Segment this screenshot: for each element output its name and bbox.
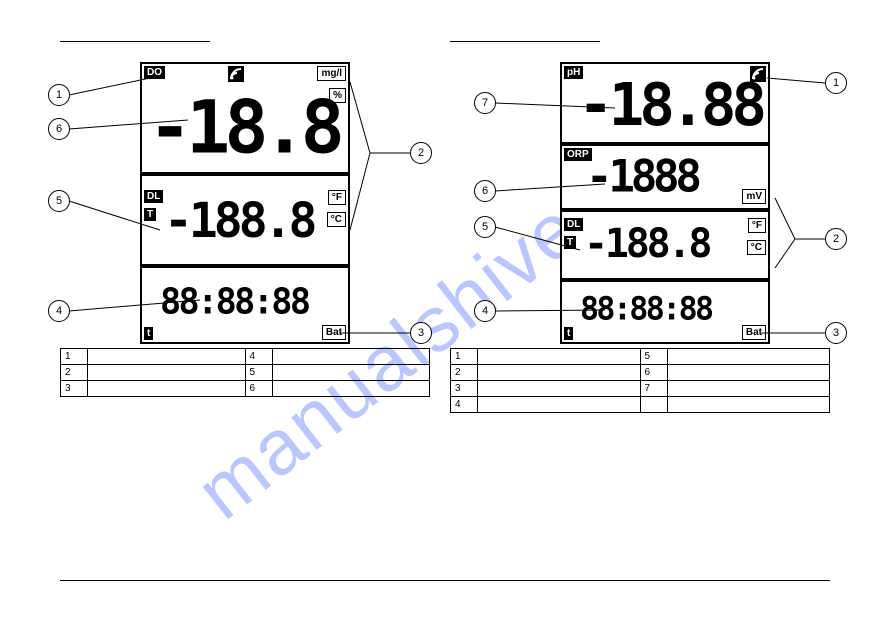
left-label-5: 5 <box>48 190 70 212</box>
tag-do: DO <box>144 66 165 79</box>
tag-dl: DL <box>564 218 583 231</box>
left-lcd-row2: DL T °F °C -188.8 <box>140 174 350 266</box>
tag-t: T <box>564 236 576 249</box>
cell <box>667 397 830 413</box>
left-label-2: 2 <box>410 142 432 164</box>
seven-seg-right-row2: -1888 <box>586 146 756 206</box>
right-label-4: 4 <box>474 300 496 322</box>
cell: 2 <box>451 365 478 381</box>
svg-text:-188.8: -188.8 <box>164 193 314 249</box>
footer-rule <box>60 580 830 581</box>
wifi-icon <box>228 66 244 82</box>
svg-text:-18.8.8: -18.8.8 <box>148 86 346 168</box>
table-row: 3 7 <box>451 381 830 397</box>
cell <box>640 397 667 413</box>
cell <box>478 365 641 381</box>
seven-seg-right-row1: -18.88 <box>578 70 768 140</box>
tag-t2: t <box>144 327 153 340</box>
left-lcd-row3: t Bat 88:88:88 <box>140 266 350 344</box>
table-row: 2 6 <box>451 365 830 381</box>
svg-text:-18.88: -18.88 <box>578 70 764 139</box>
right-label-7: 7 <box>474 92 496 114</box>
left-label-6: 6 <box>48 118 70 140</box>
cell: 5 <box>245 365 272 381</box>
unit-f: °F <box>748 218 766 233</box>
right-label-6: 6 <box>474 180 496 202</box>
cell <box>88 349 246 365</box>
svg-text:88:88:88: 88:88:88 <box>160 281 309 322</box>
right-label-1: 1 <box>825 72 847 94</box>
seven-seg-right-row3: -188.8 <box>584 214 744 274</box>
tag-t: T <box>144 208 156 221</box>
table-row: 4 <box>451 397 830 413</box>
right-lcd-row1: pH -18.88 <box>560 62 770 144</box>
left-lcd-row1: DO mg/l % -18.8.8 <box>140 62 350 174</box>
tag-t2: t <box>564 327 573 340</box>
unit-mgl: mg/l <box>317 66 346 81</box>
left-table: 1 4 2 5 3 6 <box>60 348 430 397</box>
cell <box>88 381 246 397</box>
cell: 7 <box>640 381 667 397</box>
cell: 5 <box>640 349 667 365</box>
cell <box>667 365 830 381</box>
table-row: 1 5 <box>451 349 830 365</box>
unit-c: °C <box>747 240 766 255</box>
seven-seg-left-row2: -188.8 <box>164 182 324 258</box>
svg-text:-188.8: -188.8 <box>584 221 710 267</box>
cell: 3 <box>451 381 478 397</box>
right-lcd-frame: pH -18.88 ORP mV -1888 DL T °F °C -188.8 <box>560 62 770 342</box>
cell <box>478 397 641 413</box>
left-label-1: 1 <box>48 84 70 106</box>
right-table: 1 5 2 6 3 7 4 <box>450 348 830 413</box>
right-label-3: 3 <box>825 322 847 344</box>
left-label-4: 4 <box>48 300 70 322</box>
heading-rule-right <box>450 41 600 42</box>
svg-text:-1888: -1888 <box>586 151 699 202</box>
cell: 4 <box>245 349 272 365</box>
right-lcd-row2: ORP mV -1888 <box>560 144 770 210</box>
cell: 3 <box>61 381 88 397</box>
cell <box>272 349 430 365</box>
right-label-5: 5 <box>474 216 496 238</box>
heading-rule-left <box>60 41 210 42</box>
cell <box>667 349 830 365</box>
cell <box>478 381 641 397</box>
cell <box>478 349 641 365</box>
seven-seg-left-row3: 88:88:88 <box>160 272 336 330</box>
seven-seg-right-row4: 88:88:88 <box>580 284 756 332</box>
cell: 6 <box>640 365 667 381</box>
cell: 2 <box>61 365 88 381</box>
cell <box>667 381 830 397</box>
table-row: 3 6 <box>61 381 430 397</box>
seven-seg-left-row1: -18.8.8 <box>148 82 346 168</box>
table-row: 1 4 <box>61 349 430 365</box>
page: manualshive.com DO mg/l % -18.8.8 DL T °… <box>0 0 893 629</box>
cell: 4 <box>451 397 478 413</box>
cell <box>272 381 430 397</box>
unit-c: °C <box>327 212 346 227</box>
right-lcd-row3: DL T °F °C -188.8 <box>560 210 770 280</box>
left-lcd-frame: DO mg/l % -18.8.8 DL T °F °C -188.8 t Ba… <box>140 62 350 342</box>
left-label-3: 3 <box>410 322 432 344</box>
cell: 1 <box>451 349 478 365</box>
right-label-2: 2 <box>825 228 847 250</box>
cell: 6 <box>245 381 272 397</box>
cell: 1 <box>61 349 88 365</box>
table-row: 2 5 <box>61 365 430 381</box>
tag-dl: DL <box>144 190 163 203</box>
right-lcd-row4: t Bat 88:88:88 <box>560 280 770 344</box>
svg-text:88:88:88: 88:88:88 <box>580 291 713 327</box>
cell <box>272 365 430 381</box>
cell <box>88 365 246 381</box>
unit-f: °F <box>328 190 346 205</box>
